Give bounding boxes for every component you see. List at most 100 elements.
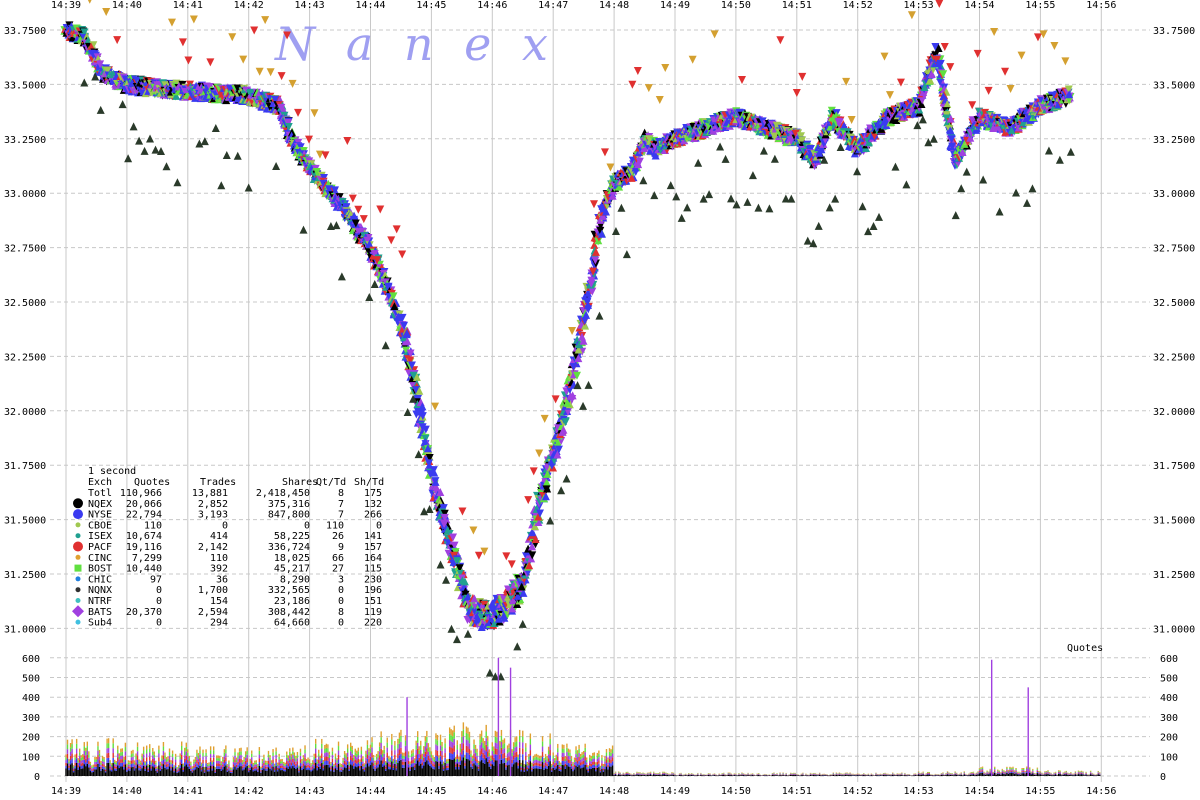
trade-mark [534,512,543,521]
trade-mark [939,70,948,79]
quote-mark [425,504,434,513]
quote-mark [124,154,133,163]
trade-mark [470,594,479,603]
trade-mark [534,518,543,527]
trade-mark [524,544,533,553]
quote-mark [414,450,423,459]
quote-mark [694,158,703,167]
trade-mark [943,99,952,108]
quote-mark [1023,198,1032,207]
trade-mark [172,91,181,100]
trade-mark [1064,85,1073,94]
quote-mark [529,467,538,476]
quote-mark [940,42,949,51]
trade-mark [572,371,581,380]
quote-mark [376,205,385,214]
quote-mark [743,197,752,206]
quote-mark [677,213,686,222]
trade-mark [402,329,411,338]
trade-mark [205,82,214,91]
quote-mark [184,56,193,65]
quote-mark [299,225,308,234]
trade-mark [574,345,583,354]
trade-mark [835,118,844,127]
quote-mark [562,474,571,483]
quote-mark [348,194,357,203]
trade-mark [598,211,607,220]
quote-mark [469,526,478,535]
trade-mark [527,554,536,563]
quote-mark [880,52,889,61]
trade-mark [817,145,826,154]
quote-mark [304,135,313,144]
quote-mark [1044,146,1053,155]
trade-mark [926,75,935,84]
trade-mark [942,114,951,123]
quote-mark [622,250,631,259]
quote-mark [590,200,599,209]
trade-mark [455,564,464,573]
quote-mark [721,154,730,163]
quote-mark [1001,67,1010,76]
trade-mark [453,557,462,566]
quote-mark [283,31,292,40]
trade-mark [1007,125,1016,134]
trade-mark [946,114,955,123]
quote-mark [217,181,226,190]
quote-mark [1028,184,1037,193]
trade-mark [758,117,767,126]
trade-mark [370,250,379,259]
quote-mark [809,239,818,248]
trade-mark [439,504,448,513]
quote-mark [732,200,741,209]
quote-mark [644,84,653,93]
quote-mark [540,414,549,423]
quote-mark [683,203,692,212]
quote-mark [173,178,182,187]
quote-mark [787,194,796,203]
watermark-text: N a n e x [274,17,556,71]
quote-mark [803,236,812,245]
trade-mark [640,144,649,153]
trade-mark [509,596,518,605]
quote-mark [250,26,259,35]
quote-mark [792,88,801,97]
quote-mark [200,137,209,146]
trade-mark [406,356,415,365]
quote-mark [370,279,379,288]
quote-mark [387,236,396,245]
trade-mark [588,287,597,296]
trade-mark [480,600,489,609]
quote-mark [798,72,807,81]
quote-mark [699,194,708,203]
grid [50,8,1150,782]
trade-mark [927,69,936,78]
quote-mark [463,629,472,638]
trade-mark [575,340,584,349]
quote-mark [233,151,242,160]
trade-mark [584,300,593,309]
trade-mark [840,121,849,130]
trade-mark [277,103,286,112]
trade-mark [557,436,566,445]
trade-mark [528,528,537,537]
trade-mark [87,42,96,51]
quote-mark [140,146,149,155]
trade-mark [935,61,944,70]
quote-mark [716,142,725,151]
quote-mark [633,66,642,75]
trade-mark [594,237,603,246]
quote-mark [842,77,851,86]
quote-mark [118,100,127,109]
quote-mark [979,175,988,184]
trade-mark [384,284,393,293]
quote-mark [617,203,626,212]
quote-mark [820,155,829,164]
trade-mark [424,459,433,468]
trade-mark [407,361,416,370]
quote-mark [628,80,637,89]
trade-mark [920,83,929,92]
quote-mark [244,183,253,192]
quote-mark [688,55,697,64]
